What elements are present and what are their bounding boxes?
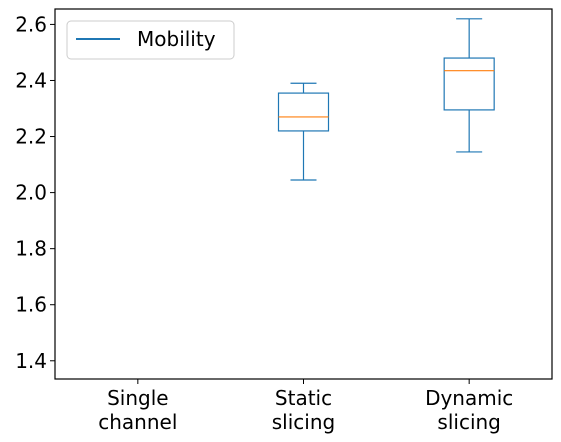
y-tick-label: 2.2 [15, 125, 47, 149]
plot-frame [54, 8, 553, 380]
y-tick-label: 2.4 [15, 68, 47, 92]
x-tick-label: Static slicing [272, 386, 335, 434]
x-tick-label: Single channel [98, 386, 177, 434]
boxes-layer [277, 18, 495, 181]
x-axis: Single channel Static slicing Dynamic slicing [98, 379, 513, 434]
y-tick-label: 1.4 [15, 349, 47, 373]
legend-box [66, 20, 235, 60]
box-plot [443, 18, 495, 153]
legend: Mobility [66, 20, 235, 60]
y-tick-label: 2.6 [15, 12, 47, 36]
x-tick-label: Dynamic slicing [425, 386, 513, 434]
y-axis: 1.4 1.6 1.8 2.0 2.2 2.4 2.6 [15, 12, 55, 373]
iqr-box [277, 92, 330, 132]
iqr-box [443, 57, 495, 111]
legend-label-mobility: Mobility [137, 27, 216, 51]
box-plot [277, 82, 330, 181]
axes-layer [54, 8, 553, 380]
y-tick-label: 1.8 [15, 237, 47, 261]
y-tick-label: 1.6 [15, 293, 47, 317]
y-tick-label: 2.0 [15, 181, 47, 205]
